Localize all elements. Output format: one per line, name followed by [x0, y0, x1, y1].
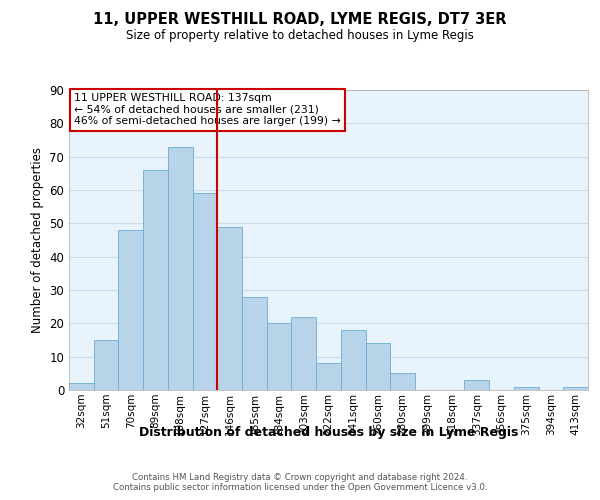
Bar [341, 330, 365, 390]
Bar [94, 340, 118, 390]
Bar [316, 364, 341, 390]
Bar [143, 170, 168, 390]
Bar [242, 296, 267, 390]
Bar [217, 226, 242, 390]
Bar [292, 316, 316, 390]
Bar [118, 230, 143, 390]
Bar [464, 380, 489, 390]
Bar [563, 386, 588, 390]
Bar [193, 194, 217, 390]
Text: Size of property relative to detached houses in Lyme Regis: Size of property relative to detached ho… [126, 29, 474, 42]
Bar [168, 146, 193, 390]
Bar [365, 344, 390, 390]
Bar [514, 386, 539, 390]
Text: Contains public sector information licensed under the Open Government Licence v3: Contains public sector information licen… [113, 484, 487, 492]
Bar [390, 374, 415, 390]
Bar [267, 324, 292, 390]
Text: 11, UPPER WESTHILL ROAD, LYME REGIS, DT7 3ER: 11, UPPER WESTHILL ROAD, LYME REGIS, DT7… [93, 12, 507, 28]
Text: 11 UPPER WESTHILL ROAD: 137sqm
← 54% of detached houses are smaller (231)
46% of: 11 UPPER WESTHILL ROAD: 137sqm ← 54% of … [74, 93, 341, 126]
Y-axis label: Number of detached properties: Number of detached properties [31, 147, 44, 333]
Text: Distribution of detached houses by size in Lyme Regis: Distribution of detached houses by size … [139, 426, 518, 439]
Bar [69, 384, 94, 390]
Text: Contains HM Land Registry data © Crown copyright and database right 2024.: Contains HM Land Registry data © Crown c… [132, 472, 468, 482]
